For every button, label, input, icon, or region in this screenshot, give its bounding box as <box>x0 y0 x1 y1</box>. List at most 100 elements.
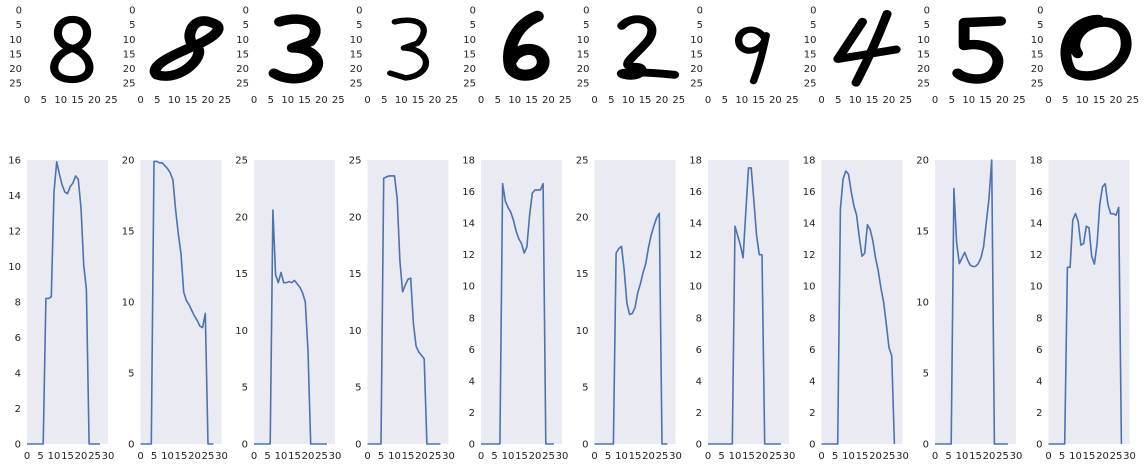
plot-area <box>27 160 108 444</box>
series-line <box>140 160 214 445</box>
y-tick-label: 8 <box>1036 313 1042 324</box>
x-tick-label: 20 <box>202 95 215 106</box>
x-tick-label: 15 <box>515 451 528 462</box>
y-tick-label: 8 <box>809 313 815 324</box>
y-tick-label: 10 <box>463 35 476 46</box>
y-tick-label: 2 <box>15 404 21 415</box>
x-tick-label: 15 <box>185 95 198 106</box>
x-tick-label: 30 <box>102 451 115 462</box>
y-tick-label: 20 <box>236 64 249 75</box>
x-tick-label: 10 <box>1069 451 1082 462</box>
y-tick-label: 25 <box>350 79 363 90</box>
x-tick-label: 15 <box>752 95 765 106</box>
y-tick-label: 18 <box>803 156 816 167</box>
x-tick-label: 5 <box>832 451 838 462</box>
y-tick-label: 15 <box>690 49 703 60</box>
y-tick-label: 15 <box>577 49 590 60</box>
x-tick-label: 10 <box>48 451 61 462</box>
digit-stroke <box>833 10 901 87</box>
x-tick-label: 10 <box>168 95 181 106</box>
y-tick-label: 12 <box>462 250 475 261</box>
series-line <box>367 175 441 445</box>
series-line <box>1048 182 1123 445</box>
x-tick-label: 15 <box>175 451 188 462</box>
y-tick-label: 4 <box>469 376 475 387</box>
x-tick-label: 15 <box>288 451 301 462</box>
y-tick-label: 5 <box>243 20 249 31</box>
y-tick-label: 25 <box>577 79 590 90</box>
y-tick-label: 0 <box>809 440 815 451</box>
y-tick-label: 6 <box>469 345 475 356</box>
x-tick-label: 20 <box>642 451 655 462</box>
y-tick-label: 10 <box>803 282 816 293</box>
x-tick-label: 10 <box>54 95 67 106</box>
x-tick-label: 10 <box>962 95 975 106</box>
x-tick-label: 10 <box>956 451 969 462</box>
x-tick-label: 30 <box>215 451 228 462</box>
y-tick-label: 0 <box>243 6 249 17</box>
digit-image <box>952 16 1006 84</box>
x-tick-label: 10 <box>729 451 742 462</box>
y-tick-label: 4 <box>696 376 702 387</box>
x-tick-label: 5 <box>608 95 614 106</box>
y-tick-label: 16 <box>8 156 21 167</box>
y-tick-label: 25 <box>463 79 476 90</box>
y-tick-label: 15 <box>236 49 249 60</box>
x-tick-label: 15 <box>402 451 415 462</box>
y-tick-label: 2 <box>469 408 475 419</box>
y-tick-label: 20 <box>577 64 590 75</box>
y-tick-label: 15 <box>576 269 589 280</box>
x-tick-label: 5 <box>945 451 951 462</box>
y-tick-label: 2 <box>696 408 702 419</box>
plot-area <box>367 160 449 444</box>
x-tick-label: 10 <box>842 451 855 462</box>
y-tick-label: 12 <box>803 250 816 261</box>
y-tick-label: 25 <box>804 79 817 90</box>
x-tick-label: 30 <box>329 451 342 462</box>
y-tick-label: 0 <box>469 440 475 451</box>
x-tick-label: 20 <box>88 95 101 106</box>
x-tick-label: 30 <box>669 451 682 462</box>
y-tick-label: 20 <box>349 212 362 223</box>
y-tick-label: 12 <box>1030 250 1043 261</box>
x-tick-label: 15 <box>979 95 992 106</box>
x-tick-label: 20 <box>188 451 201 462</box>
y-tick-label: 20 <box>690 64 703 75</box>
y-tick-label: 15 <box>350 49 363 60</box>
x-tick-label: 10 <box>281 95 294 106</box>
y-tick-label: 12 <box>8 227 21 238</box>
x-tick-label: 10 <box>622 95 635 106</box>
x-tick-label: 10 <box>508 95 521 106</box>
x-tick-label: 5 <box>381 95 387 106</box>
x-tick-label: 5 <box>1062 95 1068 106</box>
y-tick-label: 14 <box>689 219 702 230</box>
y-tick-label: 10 <box>122 298 135 309</box>
y-tick-label: 0 <box>242 440 248 451</box>
y-tick-label: 16 <box>803 187 816 198</box>
x-tick-label: 0 <box>591 451 597 462</box>
x-tick-label: 5 <box>154 95 160 106</box>
series-line <box>708 167 781 445</box>
x-tick-label: 20 <box>415 451 428 462</box>
x-tick-label: 15 <box>856 451 869 462</box>
y-tick-label: 4 <box>15 369 21 380</box>
x-tick-label: 0 <box>364 451 370 462</box>
x-tick-label: 0 <box>137 451 143 462</box>
x-tick-label: 5 <box>378 451 384 462</box>
y-tick-label: 10 <box>1030 282 1043 293</box>
y-tick-label: 18 <box>1030 156 1043 167</box>
x-tick-label: 5 <box>41 95 47 106</box>
y-tick-label: 0 <box>582 440 588 451</box>
digit-image <box>833 10 901 87</box>
y-tick-label: 10 <box>462 282 475 293</box>
x-tick-label: 20 <box>302 451 315 462</box>
y-tick-label: 15 <box>349 269 362 280</box>
y-tick-label: 10 <box>690 35 703 46</box>
y-tick-label: 10 <box>916 298 929 309</box>
y-tick-label: 15 <box>235 269 248 280</box>
y-tick-label: 15 <box>804 49 817 60</box>
